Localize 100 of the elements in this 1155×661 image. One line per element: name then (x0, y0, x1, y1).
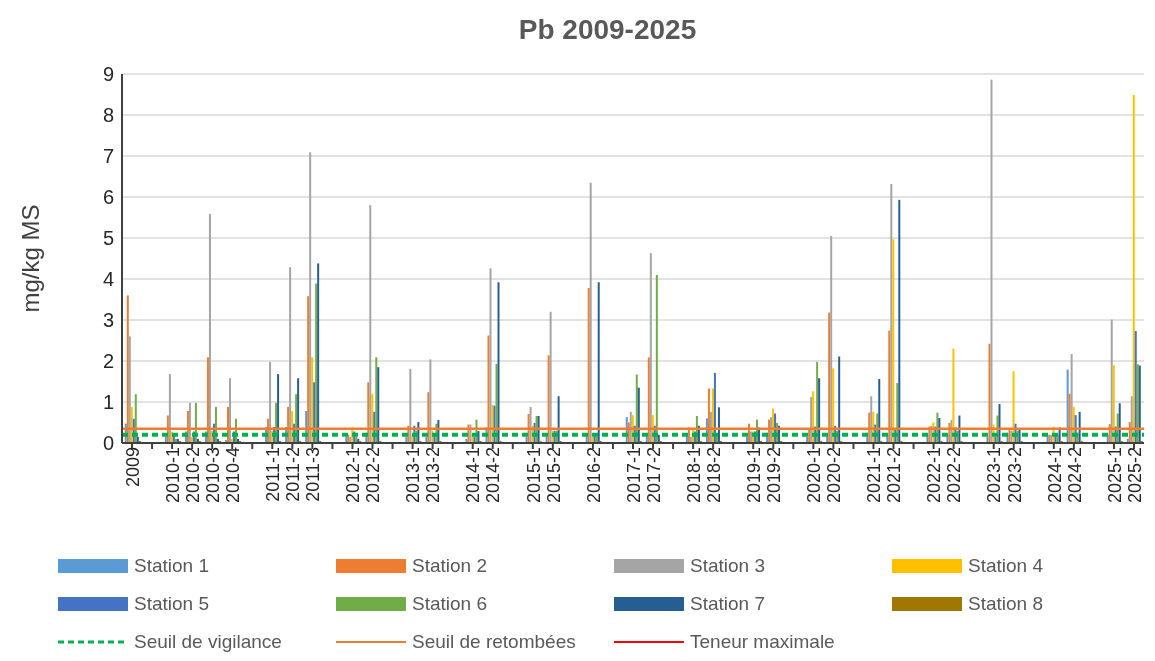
bar (589, 182, 592, 443)
x-tick-label: 2022-2 (944, 447, 965, 504)
legend-label: Station 2 (412, 555, 487, 577)
x-tick-label: 2019-1 (744, 447, 765, 504)
x-tick-label: 2009 (122, 447, 143, 488)
bar (549, 311, 552, 443)
x-tick-label: 2018-2 (703, 447, 724, 504)
bar (1110, 319, 1113, 443)
bar (497, 282, 500, 443)
x-tick-label: 2010-2 (182, 447, 203, 504)
bar (309, 152, 312, 443)
bar (1070, 354, 1073, 443)
x-tick-label: 2017-2 (643, 447, 664, 504)
x-tick-label: 2024-2 (1064, 447, 1085, 504)
y-tick-label: 3 (102, 309, 114, 332)
bar (315, 283, 318, 443)
bar (377, 367, 380, 443)
x-tick-label: 2021-2 (884, 447, 905, 504)
bar (637, 387, 640, 443)
legend-label: Seuil de vigilance (134, 631, 282, 653)
x-tick-label: 2022-1 (924, 447, 945, 504)
x-tick-label: 2011-1 (263, 447, 284, 502)
y-tick-label: 7 (102, 145, 114, 168)
bar (297, 378, 300, 443)
bar (870, 396, 873, 443)
x-tick-label: 2025-2 (1124, 447, 1145, 504)
x-tick-label: 2019-2 (764, 447, 785, 504)
x-tick-label: 2014-1 (463, 447, 484, 504)
y-tick-label: 4 (102, 268, 114, 291)
x-tick-label: 2020-2 (824, 447, 845, 504)
y-tick-label: 8 (102, 104, 114, 127)
x-tick-label: 2025-1 (1104, 447, 1125, 504)
y-tick-label: 6 (102, 186, 114, 209)
y-tick-label: 1 (102, 391, 114, 414)
y-tick-label: 0 (102, 432, 114, 455)
y-axis-title: mg/kg MS (16, 204, 44, 313)
legend-label: Station 3 (690, 555, 765, 577)
x-tick-label: 2011-3 (303, 447, 324, 502)
x-tick-label: 2016-2 (583, 447, 604, 504)
x-tick-label: 2010-3 (202, 447, 223, 504)
bar (277, 374, 280, 443)
bar (289, 267, 292, 443)
x-tick-label: 2011-2 (283, 447, 304, 502)
x-tick-label: 2024-1 (1044, 447, 1065, 504)
bar (495, 363, 498, 443)
bar (892, 239, 895, 443)
x-tick-label: 2010-4 (223, 447, 243, 504)
x-tick-label: 2018-1 (683, 447, 704, 504)
bar (229, 378, 231, 443)
bar (208, 213, 211, 443)
legend-label: Seuil de retombées (412, 631, 576, 653)
bar (655, 274, 658, 443)
x-tick-label: 2012-1 (343, 447, 364, 504)
chart-title: Pb 2009-2025 (517, 13, 698, 47)
bar (890, 183, 893, 443)
x-tick-label: 2023-2 (1004, 447, 1025, 504)
legend-label: Station 4 (968, 555, 1043, 577)
x-tick-label: 2020-1 (804, 447, 825, 504)
x-tick-label: 2013-2 (423, 447, 444, 504)
bar (269, 361, 272, 443)
bar (597, 282, 600, 443)
x-tick-label: 2017-1 (623, 447, 644, 504)
bar (375, 357, 378, 443)
bar (1118, 403, 1121, 443)
bar (717, 407, 720, 443)
legend-label: Station 7 (690, 593, 765, 615)
legend-label: Station 8 (968, 593, 1043, 615)
bar (649, 253, 652, 443)
bar (830, 235, 833, 443)
bar (489, 268, 492, 443)
bar (188, 402, 191, 443)
x-tick-label: 2021-1 (864, 447, 885, 504)
x-tick-label: 2012-2 (363, 447, 384, 504)
x-tick-label: 2014-2 (483, 447, 504, 504)
x-tick-label: 2023-1 (984, 447, 1005, 504)
bar (369, 205, 372, 443)
bar (168, 374, 171, 443)
bar (998, 404, 1001, 443)
bar (1112, 365, 1115, 443)
bar (429, 359, 432, 443)
x-tick-label: 2013-1 (403, 447, 424, 504)
y-tick-label: 2 (102, 350, 114, 373)
x-tick-label: 2010-1 (162, 447, 183, 504)
bar (810, 397, 813, 443)
x-tick-label: 2015-1 (523, 447, 544, 504)
bar (1132, 94, 1135, 443)
x-tick-label: 2015-2 (543, 447, 564, 504)
bar (990, 79, 993, 443)
y-tick-label: 5 (102, 227, 114, 250)
bar (898, 199, 901, 443)
legend-label: Teneur maximale (690, 631, 835, 653)
bar (818, 378, 821, 443)
bar (878, 379, 881, 443)
bar (838, 356, 841, 443)
legend-label: Station 5 (134, 593, 209, 615)
bar (317, 263, 320, 443)
bar (409, 368, 412, 443)
y-tick-label: 9 (102, 63, 114, 86)
bar (557, 396, 560, 443)
bar (1066, 369, 1069, 443)
